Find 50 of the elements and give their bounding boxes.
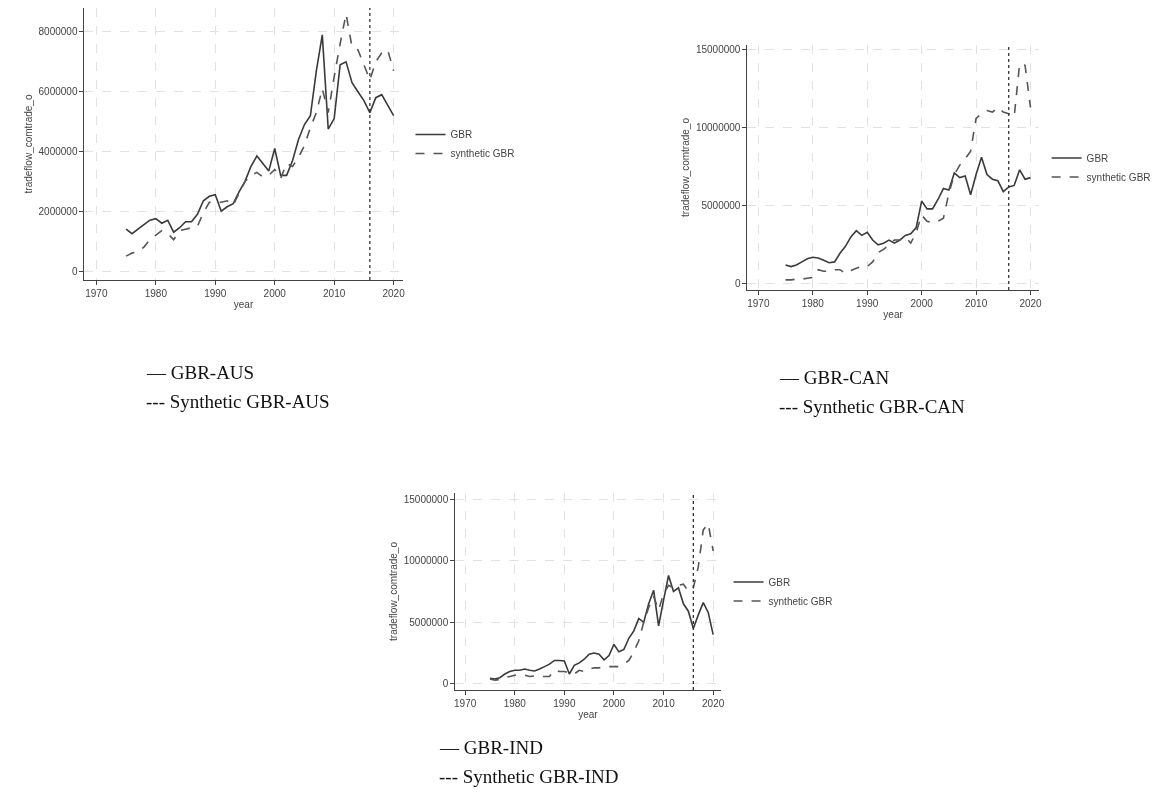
y-tick-label: 0	[734, 278, 741, 290]
x-tick-label: 2010	[323, 288, 346, 299]
legend-label: synthetic GBR	[450, 148, 515, 160]
x-tick-label: 1990	[856, 298, 879, 309]
y-tick-label: 0	[442, 678, 449, 690]
x-tick-label: 1990	[204, 288, 227, 299]
legend-label: GBR	[768, 576, 791, 588]
x-tick-label: 2020	[1019, 298, 1043, 309]
x-tick-label: 1970	[747, 298, 770, 309]
legend-label: synthetic GBR	[768, 595, 833, 607]
y-tick-label: 5000000	[409, 616, 449, 628]
y-axis-title: tradeflow_comtrade_o	[387, 541, 399, 641]
x-tick-label: 1970	[85, 288, 108, 299]
x-axis-title: year	[233, 298, 254, 310]
legend-label: GBR	[450, 129, 473, 141]
y-tick-label: 15000000	[695, 44, 741, 56]
y-tick-label: 4000000	[38, 145, 78, 157]
x-axis-title: year	[578, 708, 599, 720]
x-tick-label: 1970	[454, 698, 477, 709]
x-tick-label: 1990	[553, 698, 576, 709]
x-axis-title: year	[883, 308, 904, 320]
text: --- Synthetic GBR-CAN	[779, 396, 966, 417]
y-axis-title: tradeflow_comtrade_o	[679, 117, 691, 217]
x-tick-label: 2010	[964, 298, 988, 309]
x-tick-label: 1980	[503, 698, 527, 709]
text: — GBR-IND	[439, 737, 543, 758]
y-tick-label: 0	[71, 265, 78, 277]
y-tick-label: 10000000	[695, 122, 741, 134]
y-tick-label: 6000000	[38, 86, 78, 98]
y-axis-title: tradeflow_comtrade_o	[22, 94, 34, 194]
x-tick-label: 2020	[702, 698, 725, 709]
line-series	[784, 62, 1032, 281]
text: --- Synthetic GBR-AUS	[146, 391, 330, 412]
y-tick-label: 15000000	[403, 493, 449, 505]
x-tick-label: 1980	[801, 298, 825, 309]
y-tick-label: 10000000	[403, 555, 449, 567]
x-tick-label: 2000	[602, 698, 626, 709]
legend-label: GBR	[1086, 152, 1109, 164]
x-tick-label: 1980	[144, 288, 168, 299]
x-tick-label: 2000	[910, 298, 934, 309]
y-tick-label: 5000000	[701, 200, 741, 212]
x-tick-label: 2010	[652, 698, 676, 709]
y-tick-label: 8000000	[38, 26, 78, 38]
text: — GBR-AUS	[146, 362, 255, 383]
x-tick-label: 2000	[263, 288, 287, 299]
legend-label: synthetic GBR	[1086, 171, 1151, 183]
text: --- Synthetic GBR-IND	[439, 766, 619, 787]
text: — GBR-CAN	[779, 367, 890, 388]
x-tick-label: 2020	[382, 288, 406, 299]
y-tick-label: 2000000	[38, 205, 78, 217]
